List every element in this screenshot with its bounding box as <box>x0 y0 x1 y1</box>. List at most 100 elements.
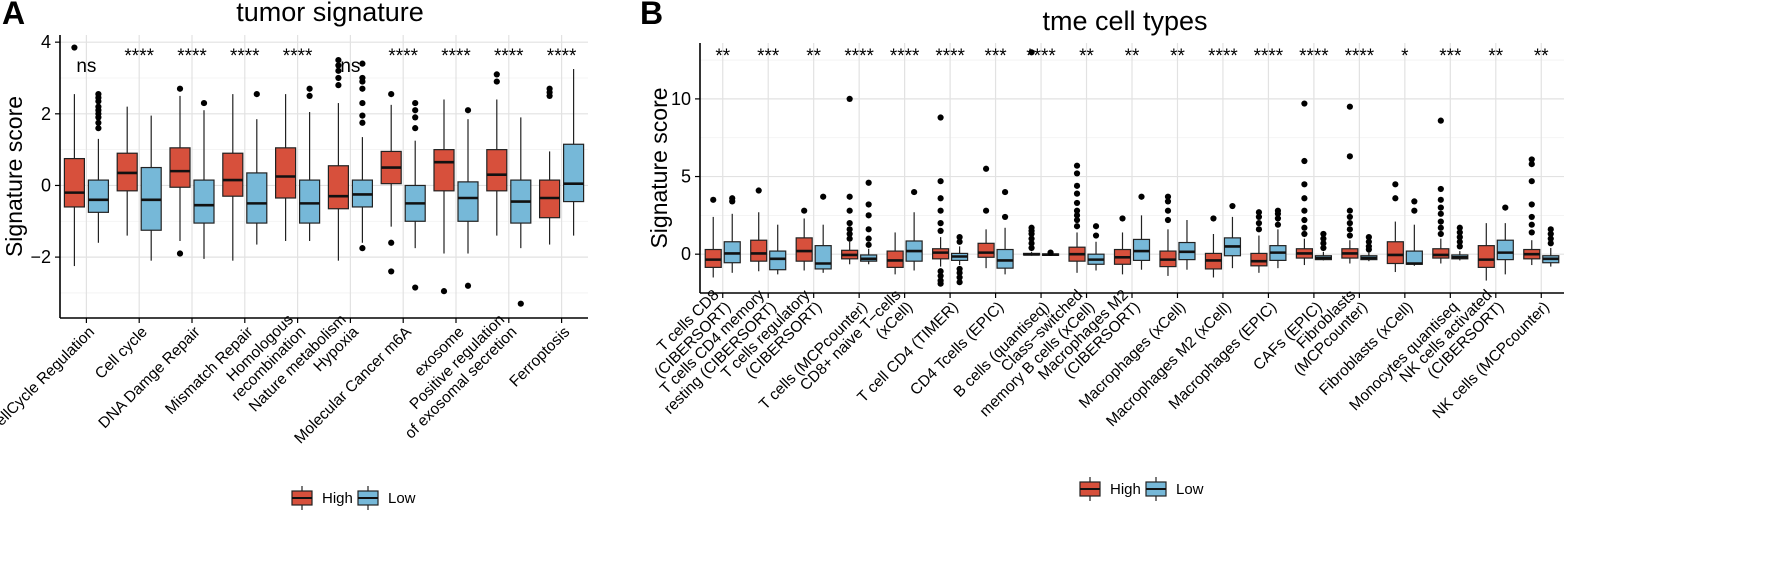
outlier-point <box>1047 249 1054 256</box>
panel-a-significance: ns <box>340 56 360 77</box>
panel-a-box-low <box>351 60 373 252</box>
outlier-point <box>1365 238 1372 245</box>
outlier-point <box>1073 212 1081 219</box>
outlier-point <box>865 226 872 233</box>
outlier-point <box>1001 213 1009 221</box>
outlier-point <box>1437 230 1444 238</box>
panel-a-box-high <box>63 44 86 267</box>
panel-b-box-high <box>750 187 768 272</box>
panel-b-box-low <box>1223 202 1242 269</box>
panel-a-letter: A <box>2 0 25 31</box>
outlier-point <box>1528 221 1535 228</box>
legend-key-high <box>1079 477 1101 501</box>
outlier-point <box>865 235 872 242</box>
outlier-point <box>956 238 963 245</box>
box-body <box>246 172 268 224</box>
panel-b-significance: * <box>1401 46 1409 67</box>
box-body <box>1432 248 1450 259</box>
panel-b-box-low <box>1178 220 1196 270</box>
outlier-point <box>1164 207 1172 214</box>
outlier-point <box>937 220 944 227</box>
panel-b-significance: ** <box>715 46 730 67</box>
outlier-point <box>335 82 342 89</box>
outlier-point <box>1301 100 1308 107</box>
outlier-point <box>176 250 184 257</box>
panel-a-significance: **** <box>388 46 418 67</box>
box-body <box>193 179 215 224</box>
panel-b-significance: **** <box>935 46 965 67</box>
outlier-point <box>846 230 853 238</box>
outlier-point <box>1456 233 1463 241</box>
panel-b-box-low <box>1360 233 1378 262</box>
panel-b-box-high <box>886 232 904 275</box>
panel-b-legend: High Low <box>1079 477 1204 501</box>
outlier-point <box>1301 224 1308 231</box>
box-body <box>1386 241 1404 265</box>
outlier-point <box>1365 233 1372 241</box>
panel-b-box-low <box>1496 204 1514 275</box>
panel-b-box-high <box>1250 209 1268 273</box>
panel-b-ylabel: Signature score <box>646 87 672 248</box>
outlier-point <box>1255 226 1263 233</box>
outlier-point <box>846 220 853 227</box>
panel-b-ytick-label: 10 <box>671 89 691 109</box>
outlier-point <box>200 99 208 107</box>
panel-a-box-high <box>116 106 138 236</box>
outlier-point <box>1028 235 1035 242</box>
box-body <box>63 157 86 208</box>
box-body <box>750 239 768 262</box>
outlier-point <box>846 95 853 103</box>
outlier-point <box>95 119 102 126</box>
panel-b-box-low <box>1314 230 1332 261</box>
panel-a-box-high <box>169 85 191 257</box>
outlier-point <box>937 268 944 275</box>
outlier-point <box>95 125 102 132</box>
box-body <box>222 152 244 197</box>
outlier-point <box>1346 213 1353 221</box>
panel-a-box-high <box>486 71 508 236</box>
outlier-point <box>1502 204 1509 211</box>
outlier-point <box>1092 232 1100 239</box>
outlier-point <box>1301 216 1308 224</box>
panel-a-box-low <box>510 117 532 307</box>
outlier-point <box>956 274 963 281</box>
outlier-point <box>1411 207 1418 214</box>
outlier-point <box>710 196 717 203</box>
panel-b-box-low <box>860 179 878 265</box>
box-body <box>87 179 110 213</box>
outlier-point <box>493 71 500 78</box>
outlier-point <box>937 207 944 214</box>
outlier-point <box>1073 182 1081 189</box>
outlier-point <box>412 125 419 132</box>
outlier-point <box>71 44 78 51</box>
panel-a-ylabel: Signature score <box>1 96 27 257</box>
panel-b-box-low <box>951 233 969 286</box>
panel-a-box-low <box>246 91 268 245</box>
panel-a-xtick-label: CellCycle Regulation <box>0 324 98 438</box>
panel-a-title: tumor signature <box>236 0 424 27</box>
outlier-point <box>1073 199 1081 207</box>
panel-b-significance: **** <box>1208 46 1238 67</box>
panel-b-letter: B <box>640 0 663 31</box>
panel-b-ytick-label: 0 <box>681 244 691 264</box>
panel-b-significance: **** <box>890 46 920 67</box>
panel-a-box-high <box>275 94 297 241</box>
outlier-point <box>1528 156 1535 163</box>
outlier-point <box>982 165 990 172</box>
outlier-point <box>1073 223 1081 230</box>
panel-a-ytick-label: −2 <box>30 247 51 267</box>
outlier-point <box>755 187 762 194</box>
panel-b-box-high <box>1204 215 1223 278</box>
panel-b-box-low <box>769 224 787 275</box>
panel-b-significance: ** <box>1079 46 1094 67</box>
panel-a-box-high <box>433 99 455 295</box>
outlier-point <box>1028 224 1035 231</box>
box-body <box>457 181 479 222</box>
panel-b-box-low <box>1132 193 1151 270</box>
box-body <box>795 237 813 262</box>
outlier-point <box>335 62 342 69</box>
outlier-point <box>1346 226 1353 233</box>
outlier-point <box>1301 207 1308 214</box>
panel-b-box-low <box>1041 249 1060 256</box>
